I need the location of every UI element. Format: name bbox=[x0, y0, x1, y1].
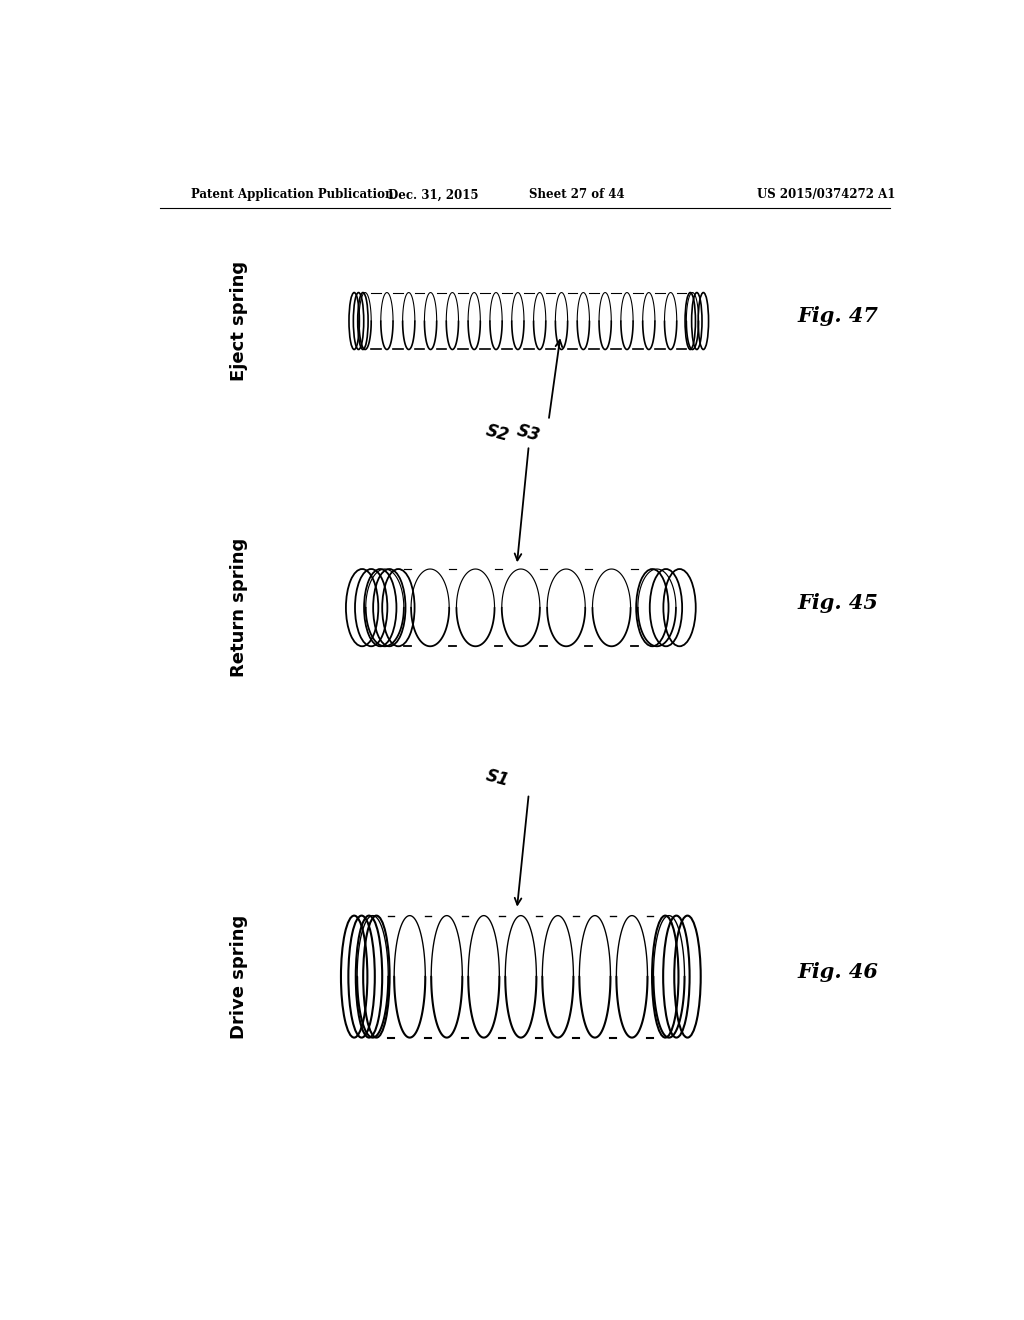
Text: Fig. 46: Fig. 46 bbox=[798, 961, 879, 982]
Text: Patent Application Publication: Patent Application Publication bbox=[191, 189, 394, 202]
Text: US 2015/0374272 A1: US 2015/0374272 A1 bbox=[757, 189, 896, 202]
Text: S3: S3 bbox=[515, 421, 543, 445]
Text: Drive spring: Drive spring bbox=[230, 915, 248, 1039]
Text: Dec. 31, 2015: Dec. 31, 2015 bbox=[388, 189, 479, 202]
Text: S2: S2 bbox=[483, 421, 511, 445]
Text: Sheet 27 of 44: Sheet 27 of 44 bbox=[528, 189, 625, 202]
Text: Fig. 47: Fig. 47 bbox=[798, 306, 879, 326]
Text: Eject spring: Eject spring bbox=[230, 261, 248, 381]
Text: Fig. 45: Fig. 45 bbox=[798, 593, 879, 612]
Text: S1: S1 bbox=[483, 767, 511, 791]
Text: Return spring: Return spring bbox=[230, 539, 248, 677]
